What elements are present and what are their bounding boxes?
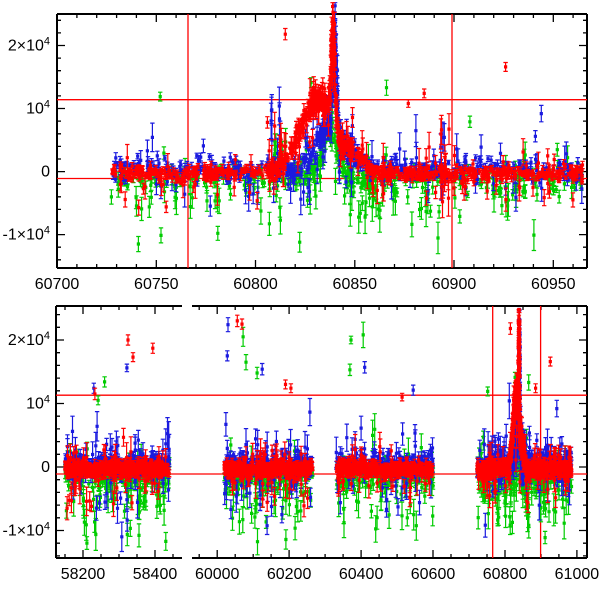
x-tick-label: 61000 xyxy=(555,566,600,583)
x-tick-label: 60400 xyxy=(339,566,384,583)
bottom-panel: 58200 58400 60000 60200 60400 60600 60800 61000… xyxy=(3,305,600,583)
bottom-axis-ticks xyxy=(56,306,587,558)
green-data-points-bottom xyxy=(63,333,574,545)
x-tick-label: 60800 xyxy=(483,566,528,583)
x-tick-label: 60700 xyxy=(35,276,80,293)
top-axis-ticks xyxy=(56,14,587,268)
top-crosshair-lines xyxy=(57,14,587,268)
x-tick-label: 60950 xyxy=(531,276,576,293)
bottom-crosshair-lines xyxy=(56,306,587,558)
y-tick-label: 2×104 xyxy=(8,36,50,55)
x-tick-label: 60800 xyxy=(233,276,278,293)
x-tick-label: 60850 xyxy=(333,276,378,293)
top-panel: 60700 60750 60800 60850 60900 60950 2×104 104 0 -… xyxy=(3,2,588,294)
top-axis-frame xyxy=(56,13,588,269)
x-tick-label: 60200 xyxy=(267,566,312,583)
x-tick-label: 58200 xyxy=(61,566,106,583)
x-tick-label: 58400 xyxy=(133,566,178,583)
x-tick-label: 60000 xyxy=(195,566,240,583)
bottom-axis-frame xyxy=(55,305,588,559)
blue-data-points-top xyxy=(111,4,584,208)
y-tick-label: 0 xyxy=(41,459,50,476)
y-tick-label: -1×104 xyxy=(3,225,51,244)
x-tick-label: 60600 xyxy=(411,566,456,583)
y-tick-label: 0 xyxy=(41,164,50,181)
y-tick-label: -1×104 xyxy=(3,521,51,540)
top-axis-labels: 60700 60750 60800 60850 60900 60950 2×104 104 0 -… xyxy=(3,36,576,294)
y-tick-label: 104 xyxy=(26,99,50,118)
x-tick-label: 60900 xyxy=(432,276,477,293)
bottom-axis-labels: 58200 58400 60000 60200 60400 60600 60800 61000… xyxy=(3,330,600,583)
y-tick-label: 104 xyxy=(26,394,50,413)
y-tick-label: 2×104 xyxy=(8,330,50,349)
x-tick-label: 60750 xyxy=(134,276,179,293)
